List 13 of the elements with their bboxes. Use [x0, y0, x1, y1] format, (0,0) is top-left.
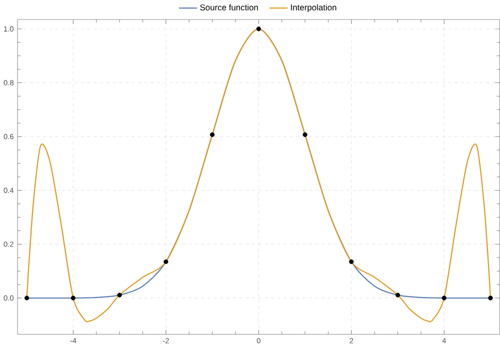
point [395, 292, 400, 298]
point [117, 292, 122, 298]
legend-label: Source function [200, 4, 258, 10]
point [164, 259, 168, 264]
point [302, 132, 308, 138]
legend-label: Interpolation [291, 4, 336, 12]
point [24, 296, 30, 300]
point [442, 296, 446, 300]
point [256, 26, 261, 32]
point [349, 259, 354, 264]
point [210, 132, 215, 138]
point [70, 296, 76, 300]
point [488, 296, 493, 300]
